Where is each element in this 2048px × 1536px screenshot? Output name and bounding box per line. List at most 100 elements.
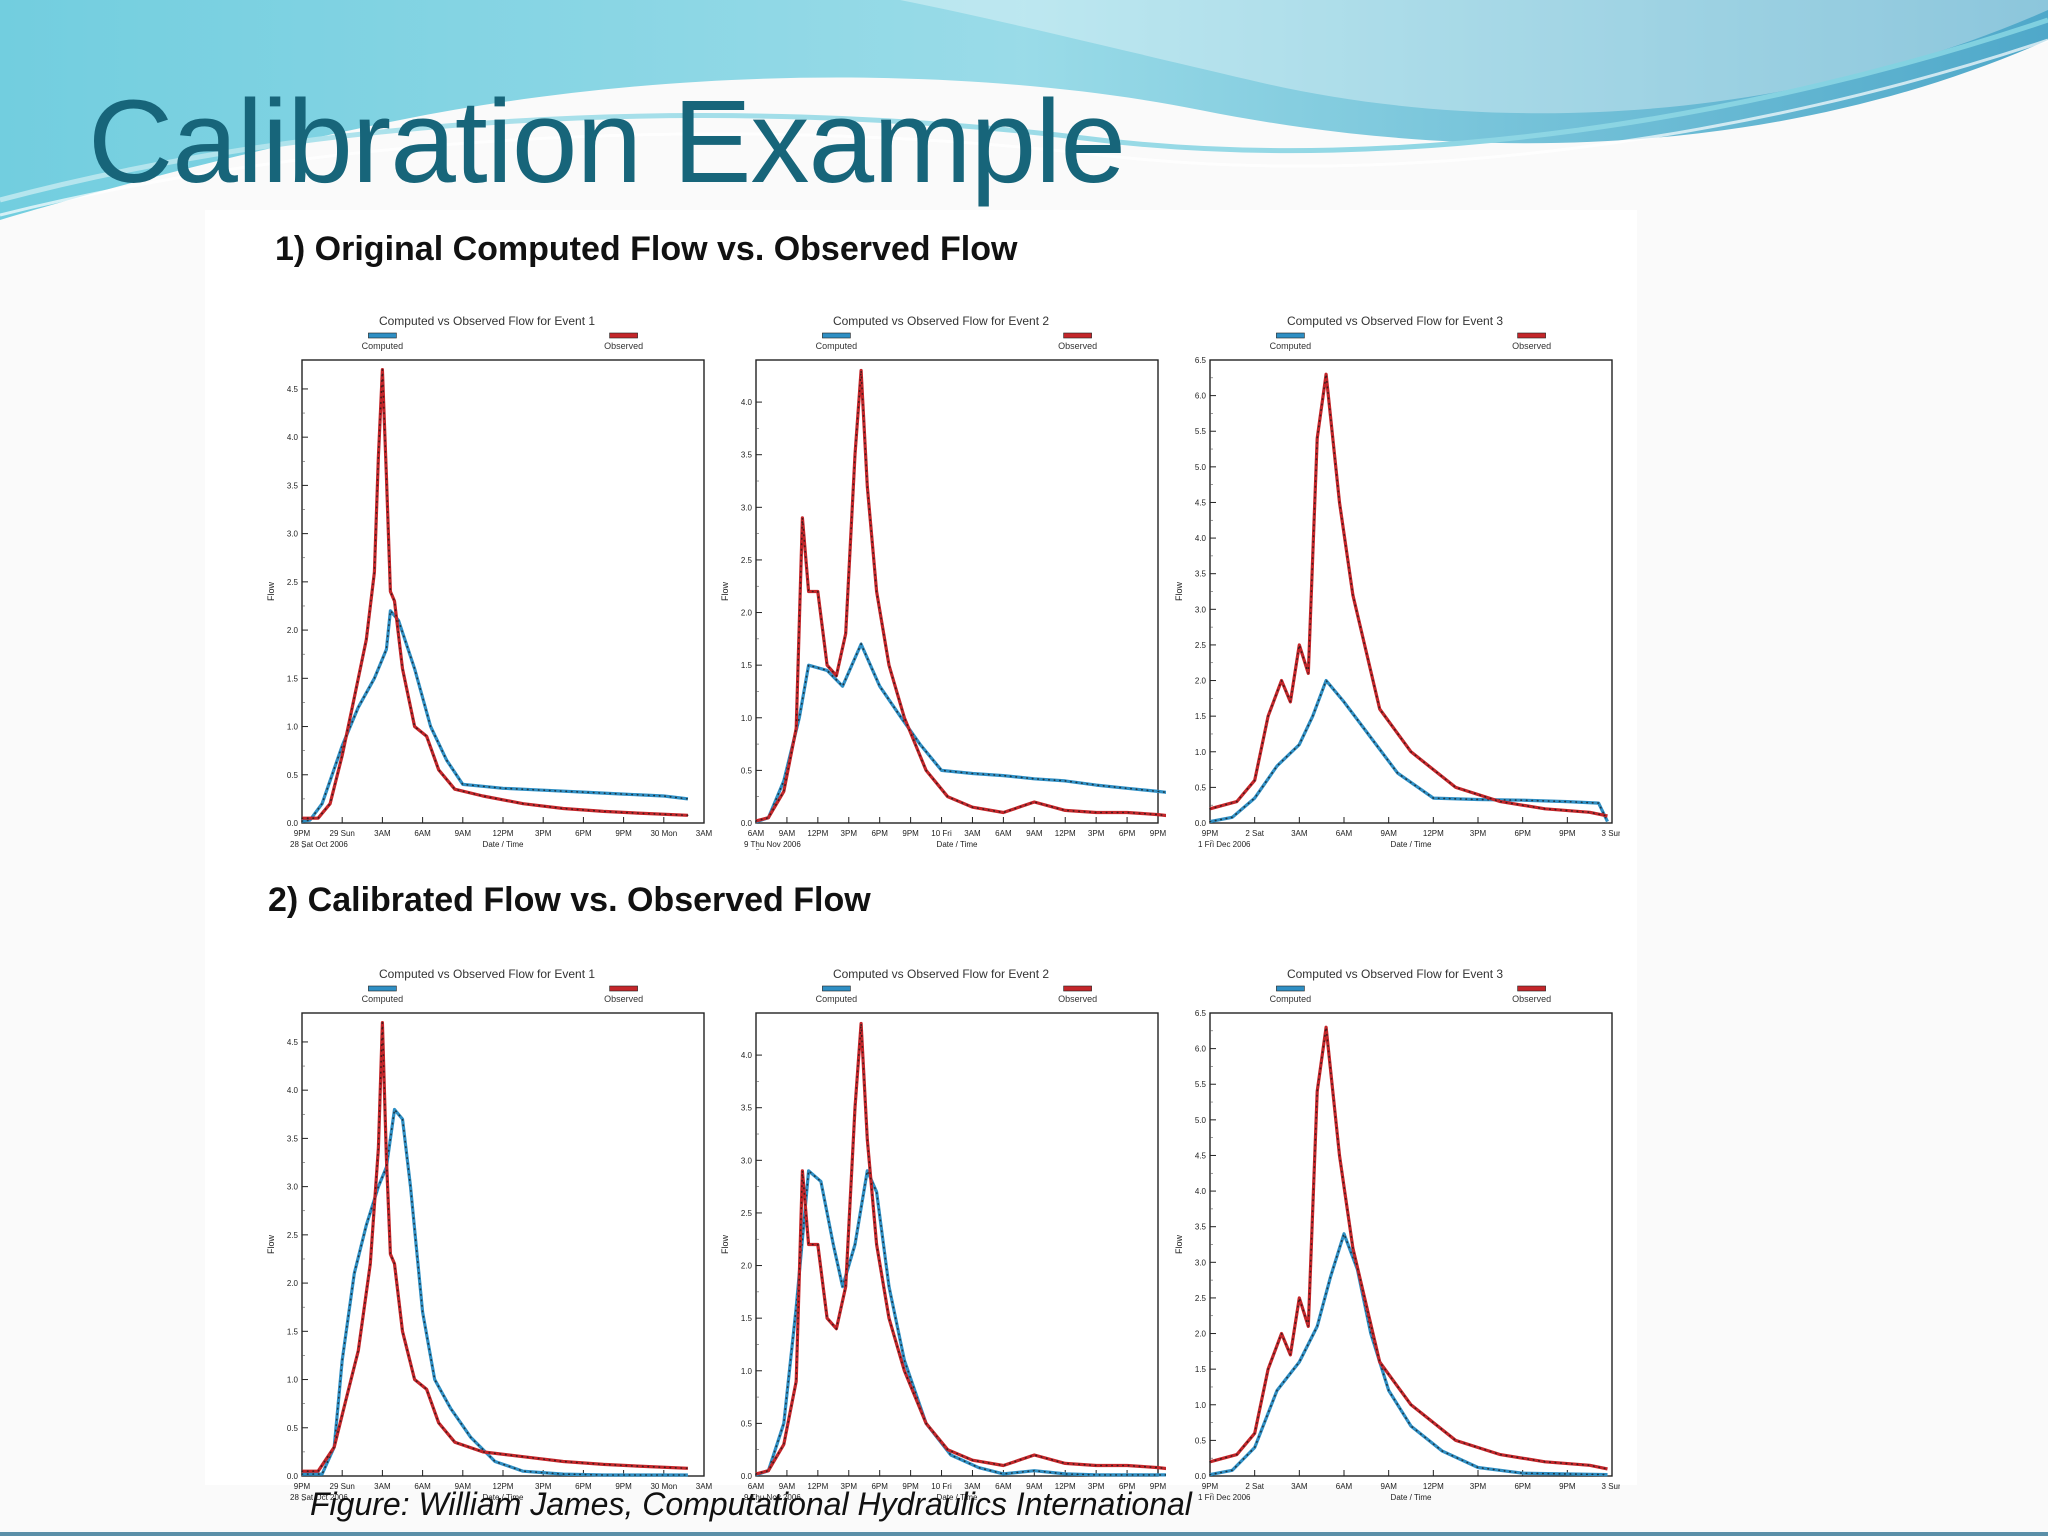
chart-calibrated-event-2: Computed vs Observed Flow for Event 2 Com… [716,958,1166,1528]
series-markers-computed [755,642,1166,823]
x-tick-label: 9AM [1026,1482,1043,1491]
x-tick-label: 10 Fri [931,829,952,838]
x-tick-label: 6AM [414,829,431,838]
legend-label-computed: Computed [816,994,858,1004]
x-tick-label: 6PM [871,829,888,838]
legend-label-observed: Observed [1058,341,1097,351]
x-axis-label: Date / Time [483,1493,524,1502]
x-tick-label: 3AM [964,1482,981,1491]
chart-title: Computed vs Observed Flow for Event 1 [379,314,595,328]
y-tick-label: 1.5 [1195,1365,1207,1374]
x-tick-label: 9AM [1380,1482,1397,1491]
section-heading-calibrated: 2) Calibrated Flow vs. Observed Flow [268,881,871,919]
x-start-label: 28 Sat Oct 2006 [290,840,348,849]
y-tick-label: 2.0 [287,1279,299,1288]
y-tick-label: 3.0 [287,530,299,539]
y-tick-label: 4.0 [741,398,753,407]
x-tick-label: 6PM [1119,829,1136,838]
x-tick-label: 6AM [1336,829,1353,838]
x-tick-label: 12PM [807,1482,828,1491]
legend-label-computed: Computed [1270,994,1312,1004]
chart-svg: Computed vs Observed Flow for Event 1 Com… [266,967,712,1502]
y-tick-label: 5.5 [1195,427,1207,436]
y-tick-label: 2.5 [741,1209,753,1218]
y-tick-label: 3.0 [1195,605,1207,614]
y-tick-label: 1.5 [287,674,299,683]
chart-svg: Computed vs Observed Flow for Event 3 Com… [1174,967,1620,1502]
plot-frame [755,1012,1159,1477]
y-tick-label: 1.0 [287,723,299,732]
x-tick-label: 9PM [1202,829,1219,838]
series-markers-computed [1209,1231,1609,1476]
x-start-label: 1 Fri Dec 2006 [1198,840,1251,849]
x-tick-label: 12PM [1055,1482,1076,1491]
slide-title: Calibration Example [88,76,1126,208]
y-tick-label: 1.5 [287,1327,299,1336]
legend-swatch-observed [1063,332,1092,339]
x-tick-label: 3AM [964,829,981,838]
y-tick-label: 4.0 [1195,534,1207,543]
legend-swatch-observed [609,332,638,339]
section-heading-original: 1) Original Computed Flow vs. Observed F… [275,230,1018,268]
x-start-label: 1 Fri Dec 2006 [1198,1493,1251,1502]
chart-original-event-1: Computed vs Observed Flow for Event 1 Com… [262,305,712,875]
x-tick-label: 30 Mon [650,829,677,838]
legend-swatch-observed [609,985,638,992]
x-start-label: 28 Sat Oct 2006 [290,1493,348,1502]
chart-title: Computed vs Observed Flow for Event 1 [379,967,595,981]
x-tick-label: 6PM [575,829,592,838]
x-tick-label: 9PM [1559,1482,1576,1491]
x-tick-label: 3PM [535,1482,552,1491]
legend-label-observed: Observed [1058,994,1097,1004]
y-tick-label: 6.5 [1195,356,1207,365]
legend-label-computed: Computed [362,341,404,351]
y-tick-label: 3.5 [741,1104,753,1113]
chart-svg: Computed vs Observed Flow for Event 1 Com… [266,314,712,849]
y-tick-label: 0.5 [741,766,753,775]
x-tick-label: 6AM [748,829,765,838]
x-tick-label: 3AM [696,829,712,838]
y-tick-label: 3.5 [741,451,753,460]
series-markers-observed [755,1023,1166,1475]
y-tick-label: 5.5 [1195,1080,1207,1089]
x-tick-label: 3AM [374,1482,391,1491]
x-tick-label: 30 Mon [650,1482,677,1491]
x-tick-label: 3AM [374,829,391,838]
y-tick-label: 1.5 [741,661,753,670]
x-tick-label: 6AM [995,829,1012,838]
y-tick-label: 0.5 [287,771,299,780]
y-axis-label: Flow [266,1235,276,1255]
x-axis-label: Date / Time [937,840,978,849]
x-tick-label: 3AM [1291,1482,1308,1491]
x-tick-label: 3PM [1470,1482,1487,1491]
series-markers-observed [1209,374,1609,817]
x-axis-label: Date / Time [483,840,524,849]
y-tick-label: 1.5 [1195,712,1207,721]
legend-label-observed: Observed [1512,994,1551,1004]
legend-label-observed: Observed [604,994,643,1004]
series-markers-computed [301,608,689,822]
y-tick-label: 1.0 [741,1367,753,1376]
x-axis-label: Date / Time [1391,840,1432,849]
y-tick-label: 0.0 [1195,1472,1207,1481]
y-tick-label: 0.0 [1195,819,1207,828]
x-tick-label: 3PM [841,1482,858,1491]
chart-svg: Computed vs Observed Flow for Event 2 Com… [720,967,1166,1503]
legend-label-computed: Computed [362,994,404,1004]
x-tick-label: 9AM [455,829,472,838]
series-markers-computed [1209,678,1609,823]
y-tick-label: 2.5 [1195,641,1207,650]
legend-swatch-computed [1276,985,1305,992]
x-tick-label: 3PM [1088,1482,1105,1491]
chart-title: Computed vs Observed Flow for Event 3 [1287,967,1503,981]
plot-frame [1209,1012,1613,1477]
x-tick-label: 9PM [294,1482,311,1491]
y-tick-label: 4.0 [1195,1187,1207,1196]
x-tick-label: 3AM [696,1482,712,1491]
y-tick-label: 3.0 [741,503,753,512]
x-tick-label: 9PM [902,829,919,838]
x-tick-label: 9PM [615,829,632,838]
legend-swatch-computed [368,332,397,339]
y-tick-label: 2.5 [287,578,299,587]
